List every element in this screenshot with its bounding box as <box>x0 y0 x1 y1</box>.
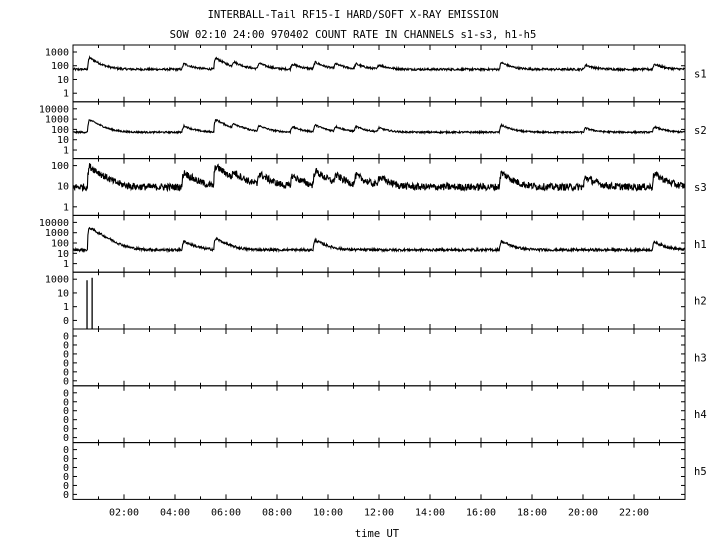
x-tick-label: 06:00 <box>211 507 241 518</box>
y-tick-label: 0 <box>63 445 69 456</box>
panel-frame <box>72 442 686 500</box>
y-tick-label: 0 <box>63 358 69 369</box>
channel-label: h2 <box>694 296 707 308</box>
y-tick-label: 0 <box>63 397 69 408</box>
y-tick-label: 10 <box>57 75 69 86</box>
panel-frame <box>72 271 686 330</box>
series-line-s2 <box>72 118 686 135</box>
y-tick-label: 0 <box>63 454 69 465</box>
y-tick-label: 1000 <box>45 228 69 239</box>
x-tick-label: 14:00 <box>415 507 445 518</box>
y-tick-label: 0 <box>63 367 69 378</box>
y-tick-label: 1000 <box>45 115 69 126</box>
panel-frame <box>72 385 686 444</box>
y-tick-label: 1 <box>63 302 69 313</box>
y-tick-label: 0 <box>63 481 69 492</box>
panel-frame <box>72 328 686 387</box>
x-tick-label: 20:00 <box>568 507 598 518</box>
y-tick-label: 1000 <box>45 48 69 59</box>
y-tick-label: 10 <box>57 249 69 260</box>
y-tick-label: 100 <box>51 61 69 72</box>
x-tick-label: 02:00 <box>109 507 139 518</box>
y-tick-label: 0 <box>63 340 69 351</box>
channel-panels: s11000100101s2100001000100101s3100101h11… <box>39 44 707 518</box>
y-tick-label: 10 <box>57 135 69 146</box>
y-tick-label: 0 <box>63 433 69 444</box>
y-tick-label: 0 <box>63 490 69 501</box>
y-tick-label: 10000 <box>39 104 69 115</box>
y-tick-label: 1 <box>63 202 69 213</box>
y-tick-label: 0 <box>63 415 69 426</box>
panel-s1: s1 1000 100 10 1 <box>45 44 707 103</box>
channel-label: h3 <box>694 352 707 364</box>
chart-title: INTERBALL-Tail RF15-I HARD/SOFT X-RAY EM… <box>208 9 499 21</box>
y-tick-label: 0 <box>63 406 69 417</box>
y-tick-label: 0 <box>63 349 69 360</box>
x-tick-label: 10:00 <box>313 507 343 518</box>
y-tick-label: 1 <box>63 259 69 270</box>
y-tick-label: 1000 <box>45 275 69 286</box>
channel-label: s2 <box>694 125 707 137</box>
x-tick-label: 22:00 <box>619 507 649 518</box>
y-tick-label: 100 <box>51 161 69 172</box>
y-tick-label: 100 <box>51 239 69 250</box>
y-tick-label: 0 <box>63 316 69 327</box>
y-tick-label: 100 <box>51 125 69 136</box>
panel-frame <box>72 44 686 103</box>
y-tick-label: 0 <box>63 376 69 387</box>
chart-subtitle: SOW 02:10 24:00 970402 COUNT RATE IN CHA… <box>170 29 537 41</box>
series-line-s1 <box>72 55 685 73</box>
channel-label: h1 <box>694 239 707 251</box>
panel-frame <box>72 214 686 273</box>
y-tick-label: 0 <box>63 424 69 435</box>
y-tick-label: 10 <box>57 182 69 193</box>
channel-label: h5 <box>694 466 707 478</box>
x-tick-label: 16:00 <box>466 507 496 518</box>
y-tick-label: 0 <box>63 463 69 474</box>
y-tick-label: 0 <box>63 388 69 399</box>
y-tick-label: 0 <box>63 332 69 343</box>
panel-s3: s3 100 10 1 <box>51 158 707 216</box>
channel-label: s3 <box>694 182 707 194</box>
y-tick-label: 1 <box>63 89 69 100</box>
channel-label: s1 <box>694 68 707 80</box>
y-tick-label: 10000 <box>39 218 69 229</box>
series-line-s3 <box>72 163 686 193</box>
y-tick-label: 0 <box>63 472 69 483</box>
x-tick-label: 18:00 <box>517 507 547 518</box>
x-tick-label: 04:00 <box>160 507 190 518</box>
x-tick-label: 12:00 <box>364 507 394 518</box>
y-tick-label: 1 <box>63 146 69 157</box>
y-tick-label: 10 <box>57 288 69 299</box>
series-line-h1 <box>72 226 686 254</box>
x-axis-label: time UT <box>355 528 400 540</box>
channel-label: h4 <box>694 409 707 421</box>
x-tick-label: 08:00 <box>262 507 292 518</box>
